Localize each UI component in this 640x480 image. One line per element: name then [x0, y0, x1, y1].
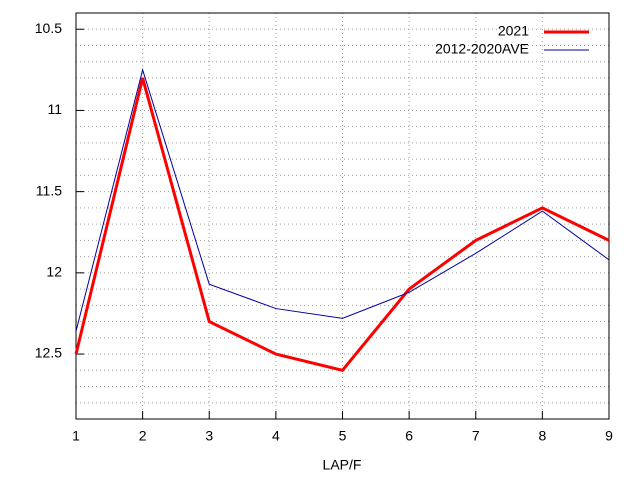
y-tick-label: 12 — [46, 264, 62, 280]
x-tick-label: 9 — [605, 428, 613, 444]
y-tick-label: 10.5 — [35, 20, 62, 36]
plot-frame — [75, 12, 610, 420]
x-tick-label: 6 — [405, 428, 413, 444]
x-tick-label: 1 — [72, 428, 80, 444]
y-tick-label: 11 — [47, 101, 62, 117]
legend-label: 2021 — [498, 23, 529, 39]
x-tick-label: 7 — [472, 428, 480, 444]
x-axis-label: LAP/F — [323, 457, 362, 473]
y-tick-label: 11.5 — [36, 182, 62, 198]
y-tick-label: 12.5 — [35, 345, 62, 361]
x-tick-label: 5 — [339, 428, 347, 444]
x-tick-label: 3 — [205, 428, 213, 444]
x-tick-label: 4 — [272, 428, 280, 444]
legend-label: 2012-2020AVE — [435, 41, 529, 57]
series-line — [75, 68, 610, 332]
x-tick-label: 2 — [139, 428, 147, 444]
x-tick-label: 8 — [538, 428, 546, 444]
series-line — [74, 77, 610, 372]
